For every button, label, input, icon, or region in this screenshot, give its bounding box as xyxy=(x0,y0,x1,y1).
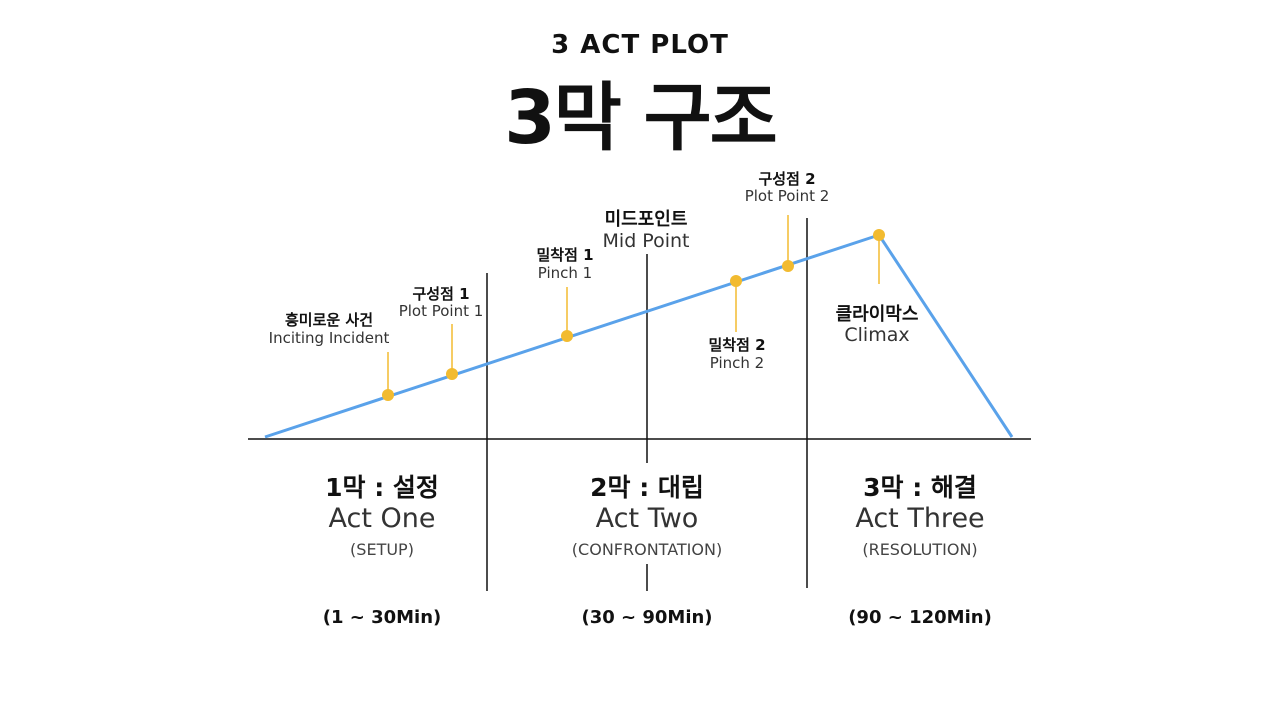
diagram-subtitle: 3 ACT PLOT xyxy=(551,30,729,60)
pinch-1-label-ko: 밀착점 1 xyxy=(536,246,594,264)
act-two-name: Act Two xyxy=(595,503,699,534)
act-three-duration: (90 ~ 120Min) xyxy=(848,607,992,628)
climax-label-en: Climax xyxy=(844,324,910,346)
plot-point-1-marker xyxy=(446,368,458,380)
plot-point-2-label-ko: 구성점 2 xyxy=(758,170,816,188)
act-one-subtitle: (SETUP) xyxy=(350,540,414,559)
act-one-duration: (1 ~ 30Min) xyxy=(322,607,442,628)
act-three-subtitle: (RESOLUTION) xyxy=(862,540,978,559)
climax-label-ko: 클라이막스 xyxy=(835,304,919,325)
pinch-2-label-ko: 밀착점 2 xyxy=(708,336,766,354)
act-three-name: Act Three xyxy=(855,503,985,534)
inciting-incident-label-en: Inciting Incident xyxy=(268,329,390,347)
climax-marker xyxy=(873,229,885,241)
act-two-title: 2막 : 대립 xyxy=(590,473,704,502)
mid-point-label-en: Mid Point xyxy=(602,230,690,252)
plot-point-1-label-en: Plot Point 1 xyxy=(398,302,484,320)
inciting-incident-marker xyxy=(382,389,394,401)
inciting-incident-label-ko: 흥미로운 사건 xyxy=(284,311,374,329)
act-three-title: 3막 : 해결 xyxy=(863,473,977,502)
diagram-title: 3막 구조 xyxy=(504,75,777,161)
plot-point-2-marker xyxy=(782,260,794,272)
plot-point-1-label-ko: 구성점 1 xyxy=(412,285,470,303)
pinch-1-marker xyxy=(561,330,573,342)
act-one-name: Act One xyxy=(328,503,436,534)
act-two-subtitle: (CONFRONTATION) xyxy=(571,540,723,559)
pinch-1-label-en: Pinch 1 xyxy=(537,264,593,282)
pinch-2-marker xyxy=(730,275,742,287)
mid-point-label-ko: 미드포인트 xyxy=(604,209,688,230)
plot-point-2-label-en: Plot Point 2 xyxy=(744,187,830,205)
act-one-title: 1막 : 설정 xyxy=(325,473,439,502)
pinch-2-label-en: Pinch 2 xyxy=(709,354,765,372)
act-two-duration: (30 ~ 90Min) xyxy=(581,607,713,628)
